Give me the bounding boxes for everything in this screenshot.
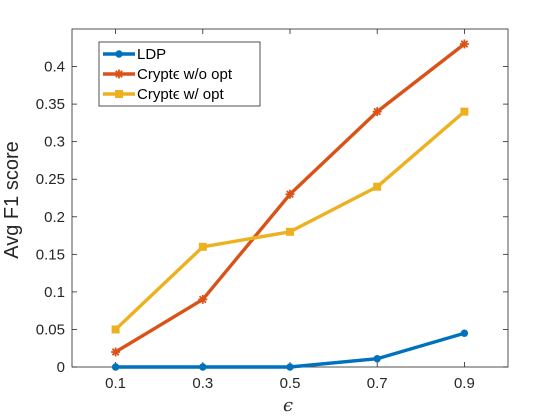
- series-layer: [111, 39, 469, 371]
- legend-label: Cryptϵ w/o opt: [137, 66, 233, 83]
- y-tick-label: 0.1: [44, 284, 65, 301]
- data-point: [286, 227, 294, 236]
- data-point: [199, 363, 207, 371]
- y-tick-label: 0.05: [36, 321, 65, 338]
- y-tick-label: 0.25: [36, 171, 65, 188]
- legend-swatch-marker: [115, 50, 123, 58]
- data-point: [198, 294, 208, 304]
- series-2: [111, 39, 469, 357]
- x-axis-title: ϵ: [283, 395, 293, 416]
- series-3: [111, 107, 469, 334]
- x-tick-label: 0.9: [454, 375, 475, 392]
- y-tick-label: 0.2: [44, 209, 65, 226]
- y-tick-label: 0.35: [36, 96, 65, 113]
- y-tick-label: 0.4: [44, 59, 65, 76]
- data-point: [373, 355, 381, 363]
- series-1: [111, 329, 469, 371]
- x-tick-label: 0.5: [280, 375, 301, 392]
- x-tick-label: 0.7: [367, 375, 388, 392]
- y-axis-ticks: 0 0.05 0.1 0.15 0.2 0.25 0.3 0.35 0.4: [36, 59, 508, 376]
- data-point: [111, 325, 120, 334]
- data-point: [459, 39, 469, 49]
- data-point: [111, 347, 121, 357]
- data-point: [286, 363, 294, 371]
- data-point: [111, 363, 120, 371]
- legend: LDP Cryptϵ w/o opt Cryptϵ w/ opt: [98, 41, 261, 107]
- data-point: [373, 182, 382, 191]
- y-tick-label: 0: [57, 359, 65, 376]
- data-point: [198, 242, 207, 251]
- y-axis-title: Avg F1 score: [1, 141, 23, 258]
- y-tick-label: 0.3: [44, 134, 65, 151]
- x-axis-ticks: 0.1 0.3 0.5 0.7 0.9: [105, 29, 475, 392]
- data-point: [372, 107, 382, 117]
- legend-label: Cryptϵ w/ opt: [137, 86, 224, 103]
- x-tick-label: 0.1: [105, 375, 126, 392]
- legend-label: LDP: [137, 46, 166, 63]
- legend-swatch-marker: [114, 69, 124, 79]
- data-point: [285, 189, 295, 199]
- legend-swatch-marker: [115, 90, 123, 98]
- x-tick-label: 0.3: [192, 375, 213, 392]
- data-point: [460, 107, 469, 116]
- data-point: [460, 329, 469, 337]
- y-tick-label: 0.15: [36, 246, 65, 263]
